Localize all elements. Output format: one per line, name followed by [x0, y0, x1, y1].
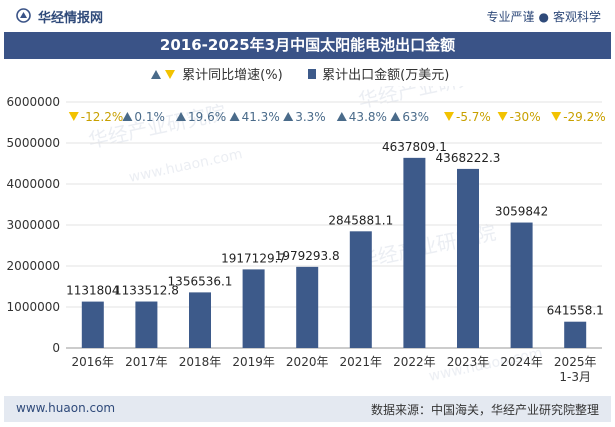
legend: 累计同比增速(%) 累计出口金额(万美元) [0, 62, 615, 86]
growth-label: 19.6% [188, 110, 226, 124]
legend-growth: 累计同比增速(%) [150, 64, 283, 83]
title-bar: 2016-2025年3月中国太阳能电池出口金额 [4, 32, 611, 59]
bar-value-label: 1917129.7 [221, 251, 286, 265]
x-axis: 2016年 2017年 2018年 2019年 2020年 2021年 2022年 2023年… [72, 355, 597, 384]
slogan: 专业严谨 ● 客观科学 [486, 8, 601, 25]
growth-up-marker [122, 112, 133, 121]
y-tick-label: 1000000 [7, 300, 60, 314]
growth-label: 0.1% [134, 110, 165, 124]
legend-growth-label: 累计同比增速(%) [182, 68, 283, 83]
bar [296, 266, 319, 348]
bar [457, 168, 479, 348]
bar [403, 157, 426, 348]
growth-up-marker [390, 112, 401, 121]
x-tick-label: 2021年 [340, 355, 383, 369]
bar-value-label: 1356536.1 [168, 274, 233, 288]
growth-label: -29.2% [563, 110, 605, 124]
slogan-a: 专业严谨 [486, 10, 535, 24]
growth-label: -30% [510, 110, 541, 124]
bar [189, 292, 211, 348]
bar-value-label: 4637809.1 [382, 140, 447, 154]
svg-text:www.huaon.com: www.huaon.com [128, 146, 244, 186]
bar-value-label: 1979293.8 [275, 249, 340, 263]
growth-up-marker [283, 112, 294, 121]
svg-text:华经产业研究院: 华经产业研究院 [356, 86, 498, 113]
bars [81, 157, 587, 348]
x-tick-label: 2019年 [232, 355, 275, 369]
bar-value-label: 641558.1 [547, 304, 604, 318]
header: 华经情报网 专业严谨 ● 客观科学 [0, 0, 615, 30]
site-link[interactable]: www.huaon.com [16, 401, 116, 415]
brand-name[interactable]: 华经情报网 [38, 11, 104, 26]
x-tick-label: 2020年 [286, 355, 329, 369]
bar [349, 231, 372, 348]
x-tick-label: 2018年 [179, 355, 222, 369]
bar [81, 301, 104, 348]
dot-icon: ● [538, 10, 549, 24]
bar [242, 269, 265, 348]
legend-amount-swatch-icon [308, 69, 316, 79]
growth-label: 43.8% [349, 110, 387, 124]
y-tick-label: 2000000 [7, 259, 60, 273]
growth-up-marker [229, 112, 240, 121]
y-tick-label: 5000000 [7, 136, 60, 150]
bar-value-label: 4368222.3 [436, 151, 501, 165]
bar [510, 222, 533, 348]
bar-value-label: 1131804 [66, 284, 119, 298]
legend-growth-marker-icon [151, 70, 175, 79]
x-tick-label: 2016年 [72, 355, 115, 369]
growth-up-marker [176, 112, 186, 121]
growth-label: 3.3% [295, 110, 326, 124]
brand-logo-icon [16, 8, 31, 23]
x-tick-label: 1-3月 [559, 370, 591, 384]
growth-label: 41.3% [242, 110, 280, 124]
growth-down-marker [551, 112, 562, 121]
x-tick-label: 2017年 [125, 355, 168, 369]
legend-amount-label: 累计出口金额(万美元) [322, 68, 450, 83]
bar [564, 321, 587, 348]
growth-down-marker [444, 112, 454, 121]
footer: www.huaon.com 数据来源：中国海关，华经产业研究院整理 [4, 396, 611, 422]
growth-down-marker [497, 112, 508, 121]
growth-label: -5.7% [456, 110, 491, 124]
bar [135, 301, 158, 348]
chart-title: 2016-2025年3月中国太阳能电池出口金额 [159, 36, 456, 54]
bar-value-label: 2845881.1 [328, 213, 393, 227]
x-tick-label: 2025年 [554, 355, 597, 369]
x-tick-label: 2023年 [447, 355, 490, 369]
growth-down-marker [68, 112, 79, 121]
bar-value-label: 3059842 [495, 205, 548, 219]
growth-up-marker [336, 112, 347, 121]
y-tick-label: 0 [52, 341, 60, 355]
data-source: 数据来源：中国海关，华经产业研究院整理 [370, 403, 599, 417]
y-tick-label: 3000000 [7, 218, 60, 232]
x-tick-label: 2022年 [393, 355, 436, 369]
chart-plot: 华经产业研究院 华经产业研究院 华经产业研究院 www.huaon.com ww… [7, 86, 606, 385]
slogan-b: 客观科学 [552, 10, 601, 24]
growth-markers: -12.2% 0.1% 19.6% 41.3% 3.3% 43.8% 63% -5.7% -30… [68, 110, 606, 124]
growth-label: 63% [402, 110, 429, 124]
legend-amount: 累计出口金额(万美元) [306, 64, 449, 83]
y-tick-label: 4000000 [7, 177, 60, 191]
y-tick-label: 6000000 [7, 95, 60, 109]
svg-text:华经产业研究院: 华经产业研究院 [86, 100, 228, 153]
x-tick-label: 2024年 [500, 355, 543, 369]
growth-label: -12.2% [81, 110, 123, 124]
bar-value-label: 1133512.8 [114, 284, 179, 298]
